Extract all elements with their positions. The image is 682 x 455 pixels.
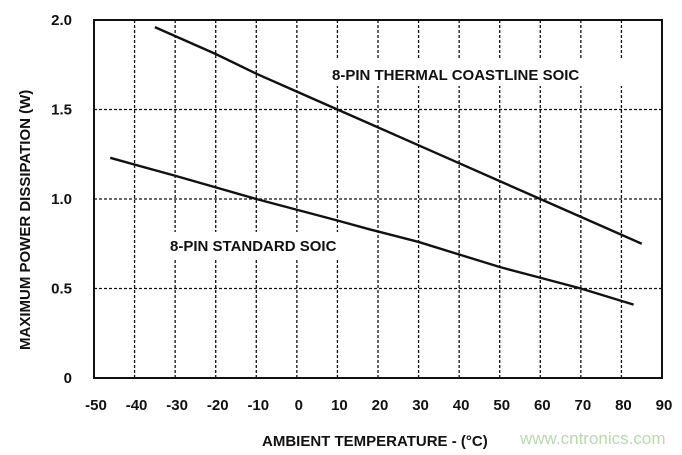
y-tick-label: 1.0 bbox=[51, 191, 72, 208]
x-tick-label: 60 bbox=[534, 397, 551, 414]
x-tick-label: 0 bbox=[295, 397, 303, 414]
y-tick-label: 0 bbox=[64, 370, 72, 387]
x-tick-label: 80 bbox=[615, 397, 632, 414]
series-line-0 bbox=[154, 26, 643, 245]
x-axis-label: AMBIENT TEMPERATURE - (°C) bbox=[262, 433, 488, 450]
x-tick-label: -50 bbox=[85, 397, 107, 414]
y-axis-label: MAXIMUM POWER DISSIPATION (W) bbox=[17, 90, 34, 350]
x-tick-label: 90 bbox=[656, 397, 673, 414]
x-tick-labels: -50 -40 -30 -20 -10 0 10 20 30 40 50 60 70 80 90 bbox=[85, 397, 672, 414]
x-tick-label: 10 bbox=[331, 397, 348, 414]
series-label-standard: 8-PIN STANDARD SOIC bbox=[170, 238, 337, 255]
x-tick-label: 50 bbox=[493, 397, 510, 414]
x-tick-label: 30 bbox=[412, 397, 429, 414]
x-tick-label: 70 bbox=[575, 397, 592, 414]
series-lines bbox=[109, 26, 643, 306]
series-label-thermal: 8-PIN THERMAL COASTLINE SOIC bbox=[332, 67, 579, 84]
series-line-1 bbox=[109, 156, 634, 306]
x-tick-label: -30 bbox=[166, 397, 188, 414]
x-tick-label: 20 bbox=[372, 397, 389, 414]
x-tick-label: -10 bbox=[247, 397, 269, 414]
y-tick-labels: 0 0.5 1.0 1.5 2.0 bbox=[51, 12, 72, 387]
plot-frame bbox=[93, 19, 663, 379]
x-tick-label: -20 bbox=[207, 397, 229, 414]
y-tick-label: 1.5 bbox=[51, 102, 72, 119]
x-tick-label: -40 bbox=[126, 397, 148, 414]
watermark: www.cntronics.com bbox=[519, 429, 665, 448]
y-tick-label: 2.0 bbox=[51, 12, 72, 29]
x-tick-label: 40 bbox=[453, 397, 470, 414]
y-tick-label: 0.5 bbox=[51, 281, 72, 298]
